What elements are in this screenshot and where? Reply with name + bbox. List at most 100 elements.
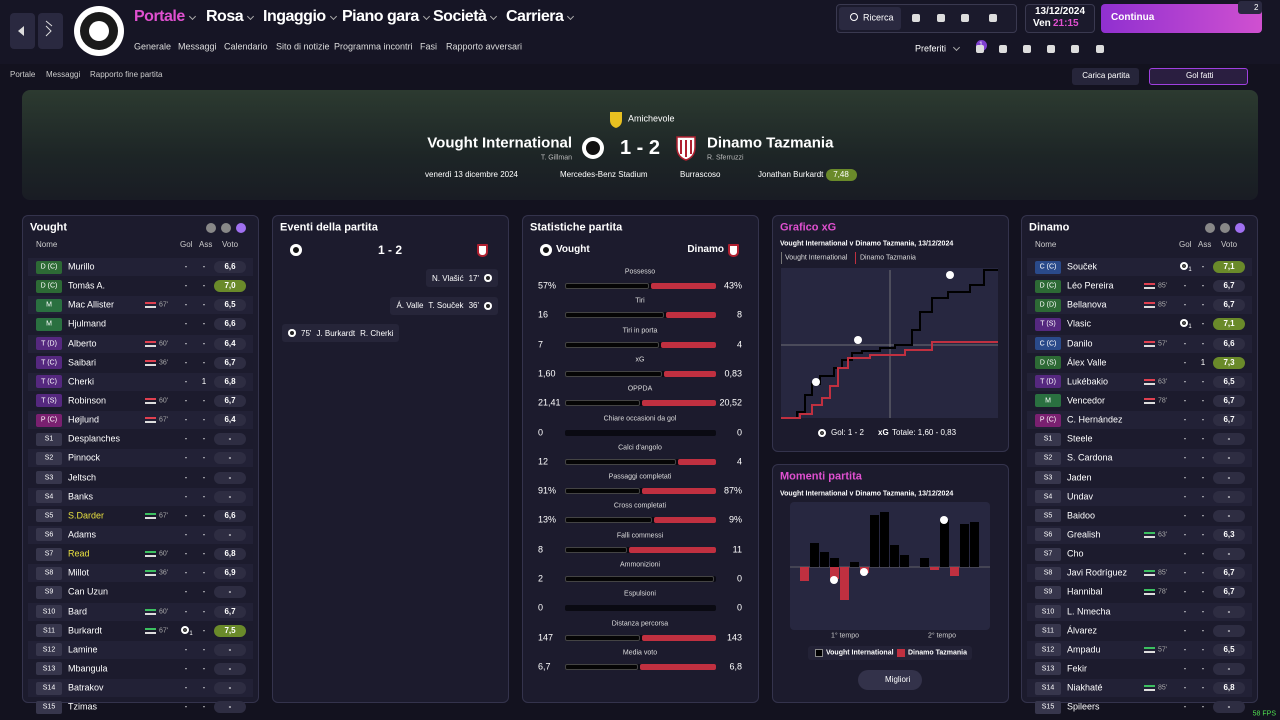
search-button[interactable] xyxy=(839,7,901,30)
breadcrumb-item[interactable]: Messaggi xyxy=(46,70,81,79)
player-name[interactable]: Desplanches xyxy=(68,433,121,444)
load-label[interactable]: Carica partita xyxy=(1082,71,1130,80)
player-name[interactable]: Tzimas xyxy=(68,701,97,712)
submenu-item[interactable]: Generale xyxy=(134,41,172,52)
toolbar-icon[interactable] xyxy=(961,14,969,22)
player-name[interactable]: Hannibal xyxy=(1067,586,1103,597)
goals: - xyxy=(1183,453,1187,463)
toolbar-icon[interactable] xyxy=(912,14,920,22)
stat-away: 9% xyxy=(728,514,742,525)
player-name[interactable]: Undav xyxy=(1067,491,1094,502)
search-label[interactable]: Ricerca xyxy=(863,12,894,23)
player-name[interactable]: Vencedor xyxy=(1067,395,1106,406)
player-name[interactable]: Lamine xyxy=(68,644,98,655)
continue-label[interactable]: Continua xyxy=(1111,12,1155,23)
shortcut-icon[interactable] xyxy=(976,45,984,53)
player-name[interactable]: S.Darder xyxy=(68,510,105,521)
shortcut-icon[interactable] xyxy=(1071,45,1079,53)
player-name[interactable]: Grealish xyxy=(1067,529,1101,540)
breadcrumb-item[interactable]: Portale xyxy=(10,70,36,79)
favorites[interactable]: Preferiti xyxy=(915,43,947,54)
player-name[interactable]: Robinson xyxy=(68,395,107,406)
submenu-item[interactable]: Messaggi xyxy=(178,41,217,52)
player-name[interactable]: Bard xyxy=(68,606,88,617)
event[interactable]: 75' J. Burkardt R. Cherki xyxy=(282,324,400,342)
menu-item[interactable]: Portale xyxy=(134,8,185,25)
player-name[interactable]: Millot xyxy=(68,567,90,578)
player-name[interactable]: Pinnock xyxy=(68,452,101,463)
continue-button[interactable] xyxy=(1101,4,1262,33)
player-name[interactable]: Saibari xyxy=(68,357,97,368)
fwd-arrow[interactable] xyxy=(45,25,52,37)
view-dot[interactable] xyxy=(1205,223,1215,233)
player-name[interactable]: Steele xyxy=(1067,433,1093,444)
player-name[interactable]: Souček xyxy=(1067,261,1098,272)
best-label[interactable]: Migliori xyxy=(885,675,911,684)
highlights-label[interactable]: Gol fatti xyxy=(1186,71,1214,80)
shortcut-icon[interactable] xyxy=(1023,45,1031,53)
player-name[interactable]: Álex Valle xyxy=(1067,357,1107,368)
toolbar-icon[interactable] xyxy=(989,14,997,22)
player-name[interactable]: Jeltsch xyxy=(68,472,97,483)
menu-item[interactable]: Rosa xyxy=(206,8,244,25)
player-name[interactable]: Mac Allister xyxy=(68,299,115,310)
view-dot[interactable] xyxy=(1220,223,1230,233)
player-name[interactable]: Lukébakio xyxy=(1067,376,1109,387)
view-dot[interactable] xyxy=(236,223,246,233)
player-name[interactable]: Álvarez xyxy=(1067,625,1098,636)
player-name[interactable]: Javi Rodríguez xyxy=(1067,567,1128,578)
player-name[interactable]: Mbangula xyxy=(68,663,108,674)
player-name[interactable]: Banks xyxy=(68,491,94,502)
player-name[interactable]: Vlasic xyxy=(1067,318,1092,329)
shortcut-icon[interactable] xyxy=(1047,45,1055,53)
player-name[interactable]: Murillo xyxy=(68,261,95,272)
view-dot[interactable] xyxy=(206,223,216,233)
player-name[interactable]: Fekir xyxy=(1067,663,1087,674)
player-name[interactable]: Batrakov xyxy=(68,682,104,693)
player-name[interactable]: Adams xyxy=(68,529,97,540)
player-name[interactable]: Danilo xyxy=(1067,338,1093,349)
menu-item[interactable]: Piano gara xyxy=(342,8,419,25)
menu-item[interactable]: Società xyxy=(433,8,487,25)
player-name[interactable]: L. Nmecha xyxy=(1067,606,1111,617)
menu-item[interactable]: Ingaggio xyxy=(263,8,326,25)
view-dot[interactable] xyxy=(221,223,231,233)
player-name[interactable]: Højlund xyxy=(68,414,100,425)
player-name[interactable]: Alberto xyxy=(68,338,97,349)
player-name[interactable]: S. Cardona xyxy=(1067,452,1113,463)
player-name[interactable]: Ampadu xyxy=(1067,644,1101,655)
submenu-item[interactable]: Programma incontri xyxy=(334,41,413,52)
submenu-item[interactable]: Sito di notizie xyxy=(276,41,330,52)
submenu-item[interactable]: Rapporto avversari xyxy=(446,41,523,52)
player-name[interactable]: Cherki xyxy=(68,376,95,387)
toolbar-icon[interactable] xyxy=(937,14,945,22)
load-button[interactable] xyxy=(1072,68,1139,85)
menu-item[interactable]: Carriera xyxy=(506,8,564,25)
submenu-item[interactable]: Fasi xyxy=(420,41,438,52)
player-name[interactable]: Jaden xyxy=(1067,472,1092,483)
event[interactable]: N. Vlašić 17' xyxy=(426,269,498,287)
player-name[interactable]: Can Uzun xyxy=(68,586,109,597)
player-name[interactable]: Léo Pereira xyxy=(1067,280,1114,291)
best-button[interactable] xyxy=(858,670,922,690)
submenu-item[interactable]: Calendario xyxy=(224,41,268,52)
player-name[interactable]: Cho xyxy=(1067,548,1084,559)
event[interactable]: Á. Valle T. Souček 36' xyxy=(390,296,498,315)
shortcut-icon[interactable] xyxy=(999,45,1007,53)
player-name[interactable]: Baidoo xyxy=(1067,510,1096,521)
stat-home: 57% xyxy=(538,280,557,291)
player-name[interactable]: Burkardt xyxy=(68,625,103,636)
player-name[interactable]: Read xyxy=(68,548,90,559)
highlights-button[interactable] xyxy=(1149,68,1248,85)
player-name[interactable]: Niakhaté xyxy=(1067,682,1103,693)
assists: - xyxy=(202,357,206,367)
back-icon[interactable] xyxy=(18,26,24,36)
player-name[interactable]: Spileers xyxy=(1067,701,1100,712)
view-dot[interactable] xyxy=(1235,223,1245,233)
player-name[interactable]: Hjulmand xyxy=(68,318,107,329)
shortcut-icon[interactable] xyxy=(1096,45,1104,53)
fwd-icon[interactable] xyxy=(45,20,53,27)
player-name[interactable]: C. Hernández xyxy=(1067,414,1123,425)
player-name[interactable]: Bellanova xyxy=(1067,299,1107,310)
player-name[interactable]: Tomás A. xyxy=(68,280,106,291)
